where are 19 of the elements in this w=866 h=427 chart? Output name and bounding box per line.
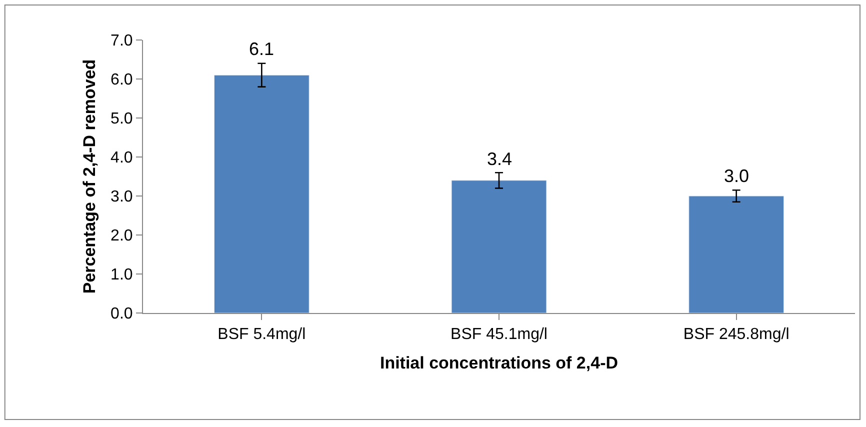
y-tick-label: 0.0: [110, 306, 133, 323]
x-tick-label: BSF 5.4mg/l: [218, 326, 306, 344]
bar: [688, 196, 784, 313]
y-tick-label: 3.0: [110, 188, 133, 206]
x-tick-label: BSF 45.1mg/l: [450, 326, 548, 344]
x-axis-title: Initial concentrations of 2,4-D: [380, 354, 618, 373]
y-tick-label: 2.0: [110, 228, 133, 245]
y-tick-label: 7.0: [110, 32, 133, 50]
data-label: 3.0: [724, 166, 750, 186]
y-tick-label: 6.0: [110, 72, 133, 89]
y-axis-title: Percentage of 2,4-D removed: [80, 59, 100, 294]
x-tick-label: BSF 245.8mg/l: [683, 326, 790, 344]
y-tick-label: 1.0: [110, 266, 133, 284]
bar: [214, 74, 310, 313]
bar: [451, 180, 547, 313]
y-tick-label: 4.0: [110, 150, 133, 167]
data-label: 6.1: [249, 39, 274, 59]
data-label: 3.4: [487, 149, 512, 169]
y-tick-label: 5.0: [110, 110, 133, 128]
